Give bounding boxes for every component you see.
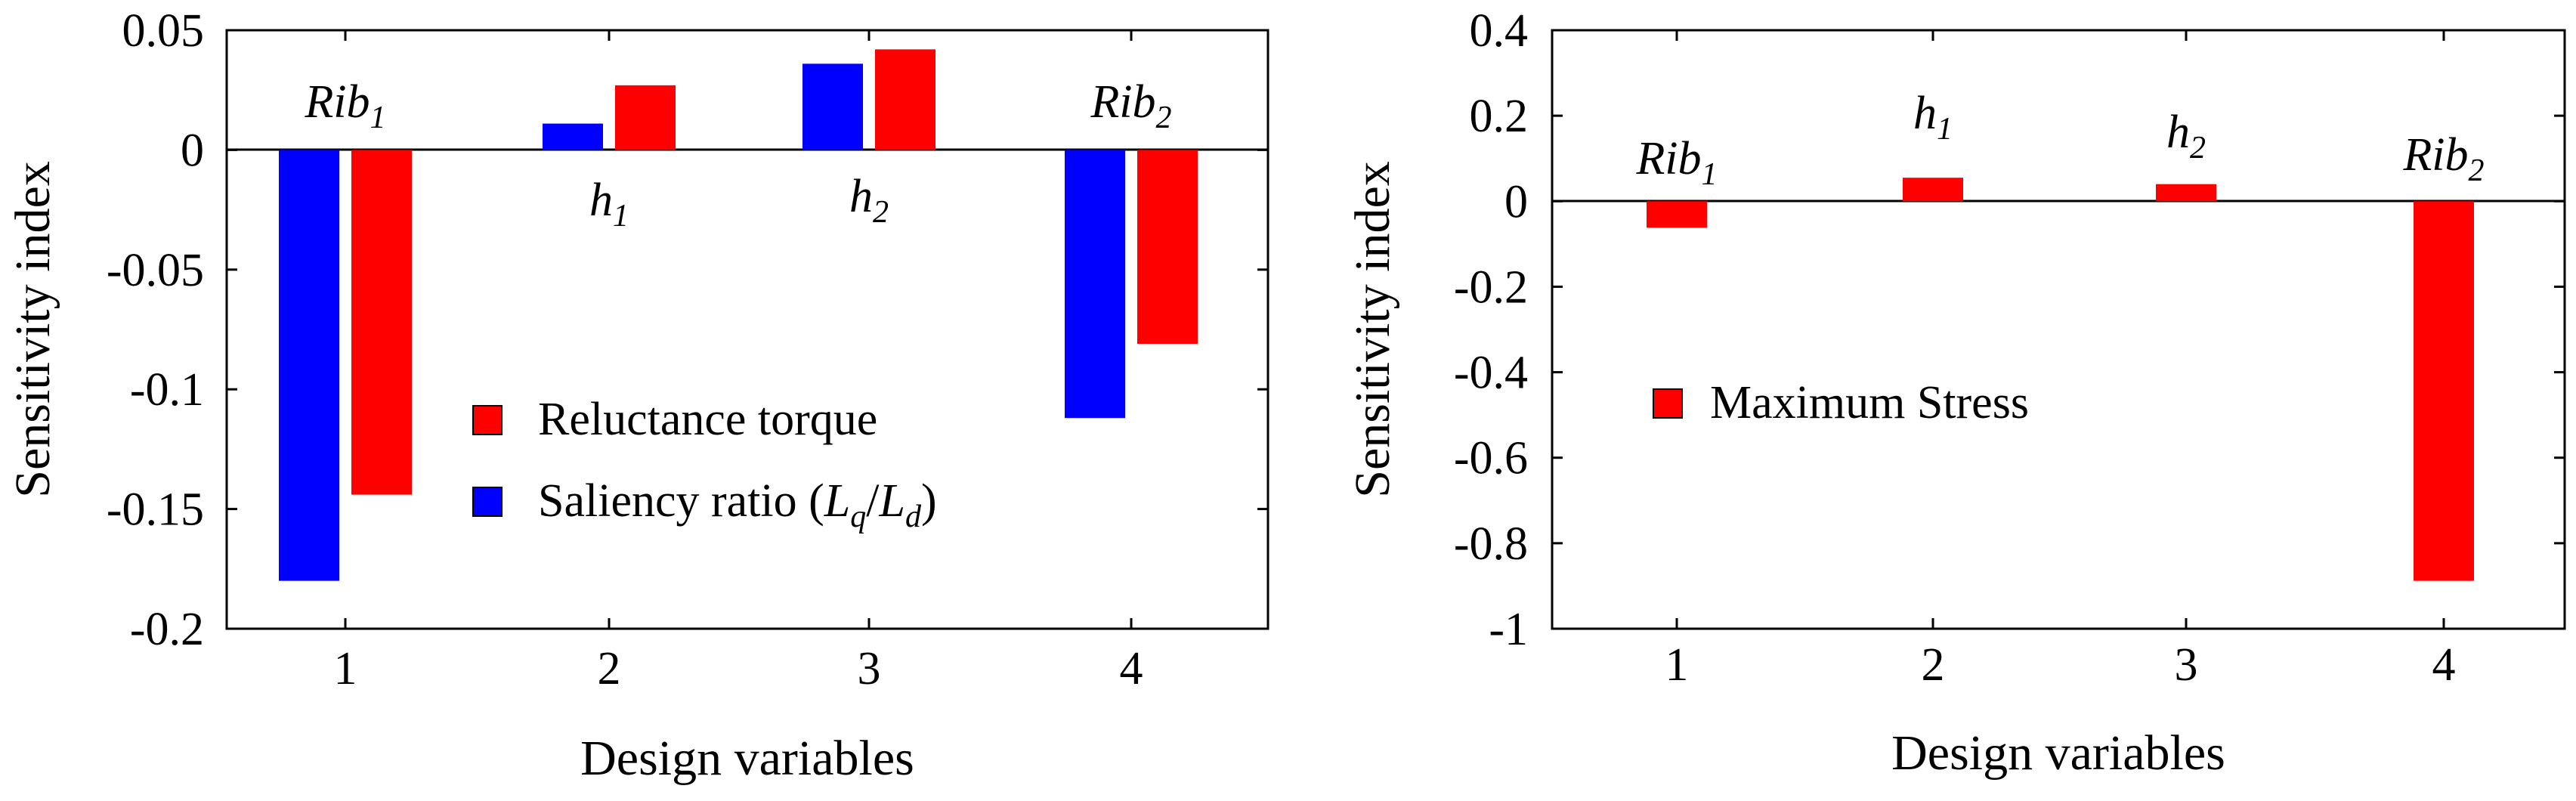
x-tick-label: 4 <box>1120 643 1143 694</box>
legend-label-saliency-ratio: Saliency ratio (Lq/Ld) <box>538 475 937 534</box>
bar-maximum-stress-1 <box>1647 201 1707 228</box>
bar-saliency-ratio-lq-ld-1 <box>279 150 339 581</box>
chart-right: 0.4 0.2 0 -0.2 -0.4 -0.6 -0.8 -1 1 2 3 4 Rib1 h1 h2 R… <box>1345 5 2566 781</box>
legend-label-reluctance-torque: Reluctance torque <box>538 394 877 445</box>
y-tick-label: 0.2 <box>1470 91 1529 142</box>
x-tick-label: 3 <box>2175 639 2198 691</box>
x-tick-label: 1 <box>1665 639 1689 691</box>
design-variable-label: Rib2 <box>1090 76 1171 135</box>
y-tick-label: -0.2 <box>130 604 204 655</box>
x-axis-label: Design variables <box>580 731 914 786</box>
x-tick-label: 2 <box>1922 639 1945 691</box>
legend-swatch-maximum-stress <box>1653 388 1683 419</box>
legend-swatch-reluctance-torque <box>472 405 503 435</box>
bar-saliency-ratio-lq-ld-2 <box>543 123 603 150</box>
design-variable-label: Rib1 <box>1635 133 1717 192</box>
y-tick-label: -0.4 <box>1454 348 1528 399</box>
bar-reluctance-torque-3 <box>875 49 935 150</box>
bar-maximum-stress-3 <box>2156 184 2216 202</box>
legend-swatch-saliency-ratio <box>472 487 503 517</box>
y-tick-label: -0.15 <box>107 484 204 536</box>
bar-saliency-ratio-lq-ld-3 <box>802 63 863 150</box>
bar-reluctance-torque-4 <box>1137 150 1198 345</box>
y-axis-label: Sensitivity index <box>5 161 60 498</box>
x-tick-label: 2 <box>598 643 621 694</box>
bar-reluctance-torque-2 <box>615 85 676 150</box>
x-tick-label: 4 <box>2432 639 2456 691</box>
y-tick-label: 0 <box>181 125 204 176</box>
bar-reluctance-torque-1 <box>351 150 412 495</box>
y-axis-label: Sensitivity index <box>1345 161 1400 498</box>
y-tick-label: -1 <box>1489 604 1528 655</box>
legend: Maximum Stress <box>1653 377 2029 428</box>
x-tick-label: 1 <box>334 643 357 694</box>
design-variable-label: h2 <box>2166 107 2206 165</box>
y-tick-label: 0.05 <box>122 5 205 57</box>
y-tick-label: -0.6 <box>1454 433 1528 484</box>
legend: Reluctance torque Saliency ratio (Lq/Ld) <box>472 394 937 534</box>
y-tick-label: 0 <box>1504 176 1528 227</box>
design-variable-label: h2 <box>849 171 889 230</box>
y-tick-label: -0.1 <box>130 364 204 416</box>
y-tick-label: -0.2 <box>1454 261 1528 313</box>
chart-left: 0.05 0 -0.05 -0.1 -0.15 -0.2 1 2 3 4 Rib1 h1 h2 Rib… <box>5 5 1269 786</box>
y-tick-label: 0.4 <box>1470 5 1529 57</box>
legend-label-maximum-stress: Maximum Stress <box>1710 377 2029 428</box>
bar-maximum-stress-2 <box>1903 178 1963 202</box>
design-variable-label: Rib2 <box>2402 129 2484 188</box>
design-variable-label: h1 <box>1913 88 1953 147</box>
y-tick-label: -0.8 <box>1454 518 1528 570</box>
bar-saliency-ratio-lq-ld-4 <box>1065 150 1125 419</box>
design-variable-label: h1 <box>589 175 629 233</box>
design-variable-label: Rib1 <box>304 76 385 135</box>
x-tick-label: 3 <box>858 643 881 694</box>
x-axis-label: Design variables <box>1891 725 2225 781</box>
bar-maximum-stress-4 <box>2414 201 2474 581</box>
plot-frame <box>225 29 1269 630</box>
y-tick-label: -0.05 <box>107 245 204 296</box>
plot-frame <box>1551 29 2566 630</box>
